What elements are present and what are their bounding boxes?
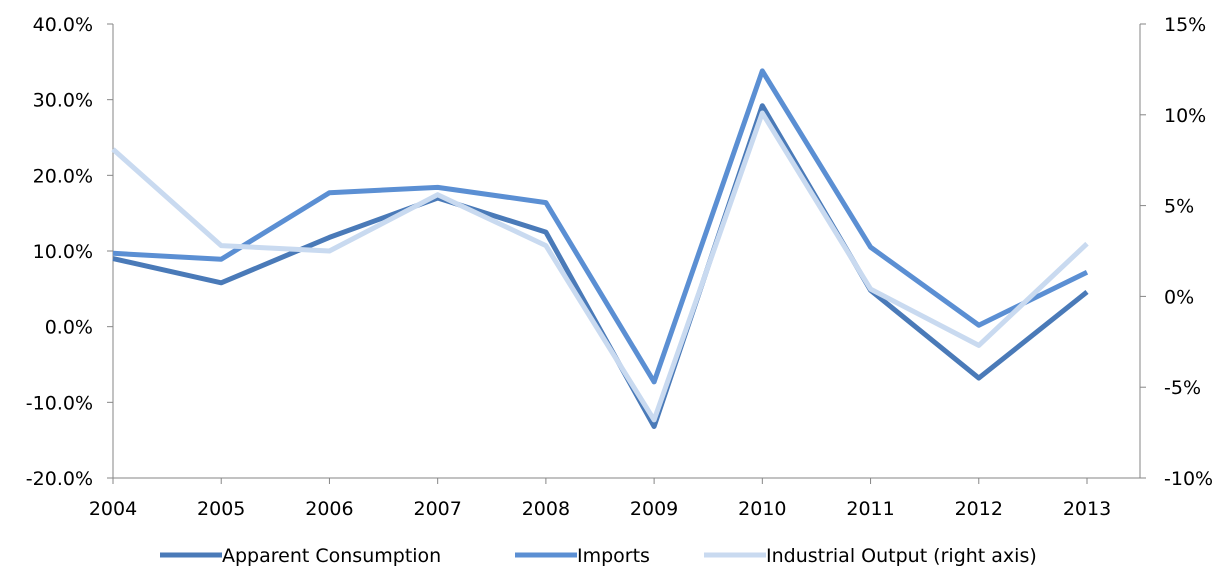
left-axis-tick-label: -10.0% [26,392,93,414]
left-axis-tick-label: 0.0% [45,317,93,339]
legend-label: Industrial Output (right axis) [766,545,1037,566]
x-axis-tick-label: 2006 [305,498,353,520]
left-axis-tick-label: 20.0% [33,165,93,187]
x-axis-tick-label: 2008 [522,498,570,520]
right-axis-tick-label: 10% [1164,105,1206,127]
x-axis-tick-label: 2004 [89,498,137,520]
right-axis-tick-label: 0% [1164,286,1194,308]
series-line-0 [112,103,1089,429]
series-layer [111,68,1089,429]
right-axis-tick-label: 15% [1164,14,1206,36]
right-axis-tick-label: -10% [1164,468,1213,490]
x-axis-tick-label: 2011 [846,498,894,520]
x-axis-tick-label: 2007 [413,498,461,520]
series-line-2 [111,110,1089,423]
series-line-1 [112,68,1089,385]
left-axis-tick-label: 10.0% [33,241,93,263]
left-axis-tick-label: 30.0% [33,90,93,112]
x-axis-tick-label: 2009 [630,498,678,520]
x-axis-tick-label: 2013 [1063,498,1111,520]
axes: -20.0% -10.0% 0.0% 10.0% 20.0% 30.0% 40.0% -10%… [26,14,1213,520]
x-axis-tick-label: 2005 [197,498,245,520]
left-axis-tick-label: -20.0% [26,468,93,490]
legend-label: Apparent Consumption [222,545,441,566]
x-axis-tick-label: 2010 [738,498,786,520]
right-axis-tick-label: 5% [1164,196,1194,218]
x-axis-tick-label: 2012 [955,498,1003,520]
right-axis-tick-label: -5% [1164,377,1201,399]
legend: Apparent Consumption Imports Industrial Ou… [160,545,1037,566]
legend-label: Imports [577,545,650,566]
left-axis-tick-label: 40.0% [33,14,93,36]
